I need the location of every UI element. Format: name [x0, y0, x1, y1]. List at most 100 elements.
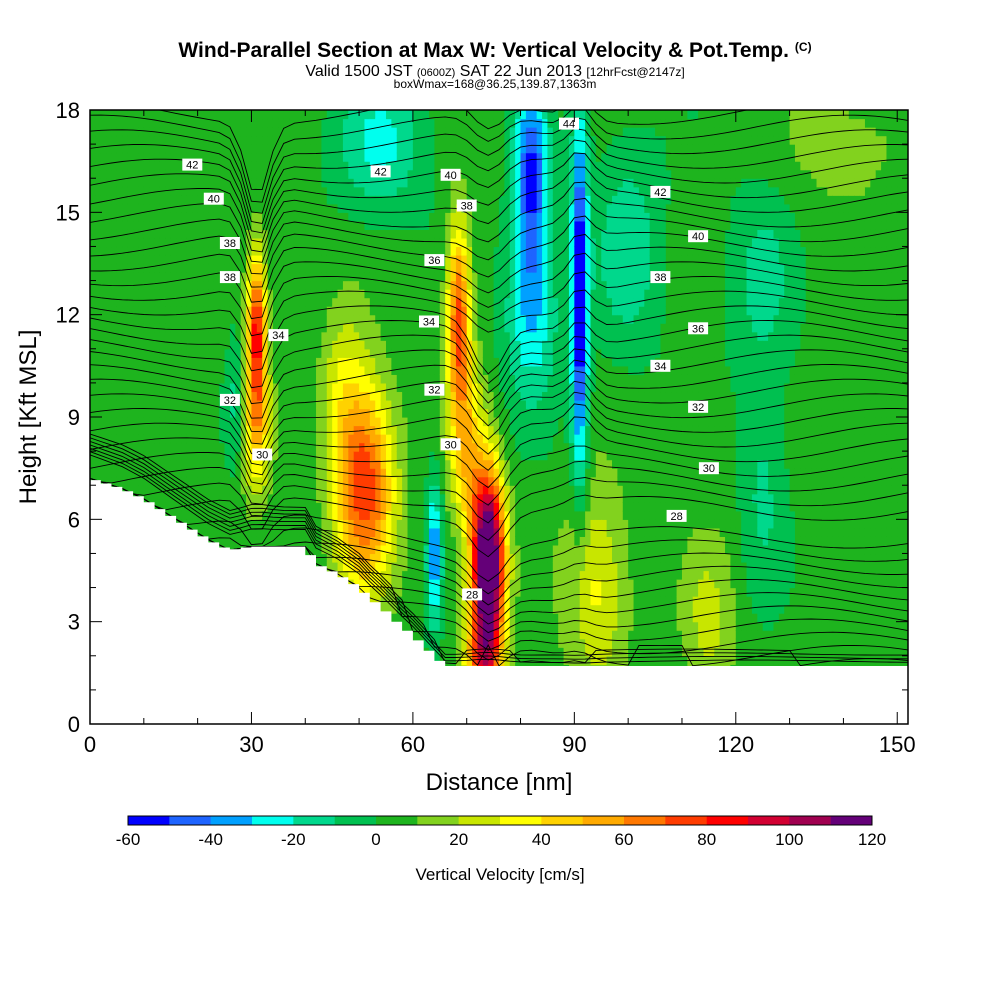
w-cell: [229, 144, 236, 154]
w-cell: [229, 186, 236, 196]
w-cell: [353, 425, 360, 435]
w-cell: [380, 561, 387, 572]
w-cell: [310, 468, 317, 478]
w-cell: [208, 485, 215, 495]
w-cell: [246, 127, 253, 137]
w-cell: [278, 118, 285, 128]
w-cell: [116, 348, 123, 358]
w-cell: [159, 382, 166, 393]
w-cell: [138, 468, 145, 478]
w-cell: [418, 451, 425, 461]
w-cell: [165, 493, 172, 503]
w-cell: [192, 297, 199, 307]
w-cell: [380, 357, 387, 367]
w-cell: [418, 519, 425, 529]
w-cell: [219, 186, 226, 196]
w-cell: [402, 203, 409, 213]
w-cell: [116, 178, 123, 188]
w-cell: [133, 442, 140, 452]
w-cell: [208, 442, 215, 452]
w-cell: [235, 246, 242, 256]
w-cell: [235, 382, 242, 393]
w-cell: [418, 144, 425, 154]
w-cell: [122, 169, 129, 179]
w-cell: [321, 544, 328, 555]
w-cell: [246, 331, 253, 341]
w-cell: [278, 323, 285, 333]
w-cell: [439, 144, 446, 154]
w-cell: [434, 178, 441, 188]
w-cell: [192, 110, 199, 120]
w-cell: [359, 425, 366, 435]
w-cell: [316, 519, 323, 529]
w-cell: [272, 254, 279, 265]
w-cell: [181, 434, 188, 444]
w-cell: [278, 263, 285, 273]
w-cell: [138, 306, 145, 316]
w-cell: [369, 340, 376, 350]
w-cell: [267, 374, 274, 384]
w-cell: [321, 323, 328, 333]
w-cell: [229, 229, 236, 239]
w-cell: [439, 365, 446, 375]
w-cell: [251, 348, 258, 358]
w-cell: [310, 408, 317, 418]
w-cell: [407, 169, 414, 179]
w-cell: [407, 161, 414, 171]
w-cell: [122, 399, 129, 410]
w-cell: [246, 451, 253, 461]
w-cell: [122, 254, 129, 265]
w-cell: [186, 135, 193, 145]
w-cell: [434, 621, 441, 631]
w-cell: [299, 314, 306, 324]
w-cell: [203, 314, 209, 324]
w-cell: [299, 272, 306, 282]
w-cell: [143, 340, 150, 350]
w-cell: [299, 212, 306, 222]
w-cell: [192, 127, 199, 137]
w-cell: [321, 306, 328, 316]
w-cell: [321, 331, 328, 341]
w-cell: [332, 331, 339, 341]
w-cell: [337, 314, 344, 324]
w-cell: [342, 485, 349, 495]
w-cell: [348, 246, 355, 256]
w-cell: [192, 434, 199, 444]
w-cell: [224, 425, 231, 435]
w-cell: [359, 254, 366, 265]
w-cell: [321, 212, 328, 222]
w-cell: [170, 306, 177, 316]
w-cell: [396, 553, 403, 563]
w-cell: [235, 314, 242, 324]
w-cell: [111, 254, 118, 265]
w-cell: [359, 246, 366, 256]
w-cell: [267, 527, 274, 537]
w-cell: [326, 365, 333, 375]
w-cell: [106, 408, 113, 418]
w-cell: [138, 425, 145, 435]
w-cell: [342, 570, 349, 580]
w-cell: [224, 263, 231, 273]
w-cell: [272, 272, 279, 282]
w-cell: [240, 203, 247, 213]
w-cell: [267, 118, 274, 128]
w-cell: [342, 220, 349, 230]
w-cell: [353, 169, 360, 179]
w-cell: [316, 493, 323, 503]
w-cell: [122, 476, 129, 486]
w-cell: [337, 246, 344, 256]
w-cell: [90, 340, 96, 350]
w-cell: [380, 186, 387, 196]
w-cell: [143, 127, 150, 137]
w-cell: [251, 536, 258, 546]
w-cell: [224, 127, 231, 137]
w-cell: [111, 220, 118, 230]
w-cell: [170, 195, 177, 205]
w-cell: [219, 357, 226, 367]
w-cell: [364, 485, 371, 495]
w-cell: [342, 144, 349, 154]
w-cell: [90, 135, 96, 145]
w-cell: [299, 425, 306, 435]
w-cell: [385, 229, 392, 239]
w-cell: [256, 476, 263, 486]
